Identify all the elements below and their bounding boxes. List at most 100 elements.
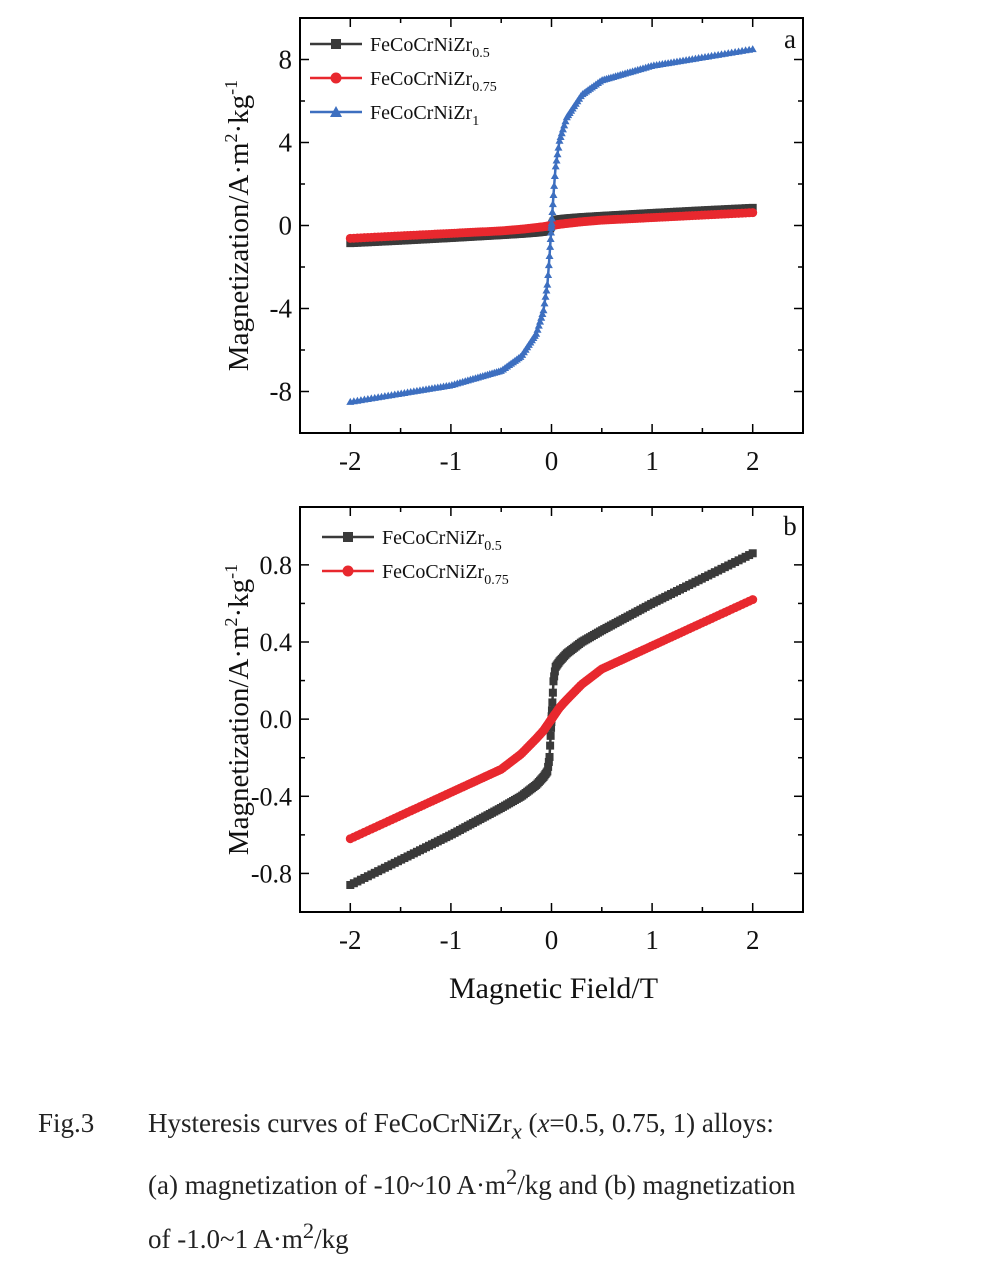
y-axis-label-sup: -1 [221, 564, 241, 579]
caption-line3-rest: /kg [314, 1224, 349, 1255]
data-point [552, 156, 561, 164]
legend-label-sub: 0.5 [484, 539, 502, 554]
legend-marker [330, 106, 342, 117]
y-tick-label: 0.0 [260, 705, 293, 734]
x-tick-label: -2 [339, 446, 362, 476]
data-point [547, 214, 556, 222]
caption-line2-rest: /kg and (b) magnetization [517, 1170, 796, 1201]
legend-marker [331, 39, 341, 49]
data-point [538, 309, 547, 317]
data-point [537, 313, 546, 321]
data-point [550, 181, 559, 189]
figure: -2 -1 0 1 2840-4-8Magnetization/A·m2·kg-1aFe… [221, 17, 804, 1005]
y-axis-label: Magnetization/A·m2·kg-1 [221, 564, 255, 855]
x-tick-label: 1 [645, 446, 659, 476]
caption-line1-rest: =0.5, 0.75, 1) alloys: [549, 1108, 774, 1138]
caption-line1-subscript: x [511, 1118, 522, 1144]
x-tick-label: 0 [545, 446, 559, 476]
data-point [546, 242, 555, 250]
data-point [539, 306, 548, 314]
data-point [546, 741, 555, 750]
y-axis-label-text: Magnetization/A·m [223, 626, 255, 855]
data-point [541, 292, 550, 300]
data-point [548, 698, 557, 707]
y-tick-label: -0.8 [251, 859, 292, 888]
data-point [748, 203, 757, 212]
y-axis-label-text: ·kg [223, 95, 255, 134]
legend-label-base: FeCoCrNiZr [370, 68, 473, 90]
legend-marker [342, 565, 354, 577]
data-point [748, 549, 757, 558]
data-point [546, 234, 555, 242]
data-point [550, 667, 559, 676]
data-point [540, 299, 549, 307]
y-axis-label-sup: 2 [221, 133, 241, 142]
data-point [533, 325, 542, 333]
legend-marker [330, 72, 342, 84]
y-tick-label: -0.4 [251, 782, 292, 811]
y-tick-label: 4 [279, 128, 293, 158]
y-axis-label-text: Magnetization/A·m [223, 142, 255, 371]
x-tick-label: -1 [440, 925, 463, 955]
y-axis-label: Magnetization/A·m2·kg-1 [221, 80, 255, 371]
caption-line1-var: x [537, 1108, 550, 1138]
data-point [550, 672, 559, 681]
caption-line2-text: (a) magnetization of -10~10 A·m [148, 1170, 507, 1201]
legend-label-sub: 0.75 [472, 80, 497, 95]
legend-label-base: FeCoCrNiZr [382, 527, 485, 549]
data-point [545, 252, 554, 260]
data-point [557, 129, 566, 137]
panel-label: a [784, 24, 796, 54]
series-0.75 [345, 595, 758, 844]
x-tick-label: 2 [746, 925, 760, 955]
data-point [548, 688, 557, 697]
data-point [748, 208, 758, 218]
data-point [542, 286, 551, 294]
x-tick-label: -2 [339, 925, 362, 955]
data-point [550, 172, 559, 180]
data-point [544, 270, 553, 278]
x-tick-label: 0 [545, 925, 559, 955]
legend-label: FeCoCrNiZr0.75 [382, 561, 509, 588]
data-point [544, 762, 553, 771]
data-point [553, 150, 562, 158]
y-axis-label-text: ·kg [223, 579, 255, 618]
y-tick-label: -8 [270, 377, 293, 407]
data-point [544, 757, 553, 766]
y-tick-label: 8 [279, 45, 293, 75]
data-point [548, 200, 557, 208]
data-point [543, 767, 552, 776]
data-point [560, 121, 569, 129]
y-tick-label: 0.8 [260, 551, 293, 580]
y-axis-label-sup: -1 [221, 80, 241, 95]
chart-panel-b: -2 -1 0 1 2 0.8 0.4 0.0 -0.4 -0.8 Magnetization/A·… [221, 506, 804, 1005]
data-point [548, 208, 557, 216]
data-point [547, 723, 556, 732]
data-point [558, 125, 567, 133]
data-point [534, 321, 543, 329]
legend-label: FeCoCrNiZr0.5 [370, 34, 490, 61]
y-tick-label: 0.4 [260, 628, 293, 657]
legend-label-sub: 1 [472, 114, 479, 129]
panel-label: b [783, 511, 797, 541]
legend-label-base: FeCoCrNiZr [370, 102, 473, 124]
legend-label-base: FeCoCrNiZr [370, 34, 473, 56]
caption-line2-sup: 2 [506, 1164, 518, 1190]
data-point [555, 136, 564, 144]
legend-label: FeCoCrNiZr0.5 [382, 527, 502, 554]
data-point [551, 162, 560, 170]
data-point [549, 190, 558, 198]
x-tick-label: 2 [746, 446, 760, 476]
caption-number: Fig.3 [38, 1108, 95, 1138]
legend-label: FeCoCrNiZr1 [370, 102, 479, 129]
data-point [547, 219, 556, 227]
data-point [543, 280, 552, 288]
y-axis-label-sup: 2 [221, 617, 241, 626]
data-point [561, 117, 570, 125]
series-1 [346, 45, 757, 405]
data-point [545, 752, 554, 761]
chart-panel-a: -2 -1 0 1 2840-4-8Magnetization/A·m2·kg-1aFe… [221, 17, 804, 476]
caption-line1-paren: ( [521, 1108, 538, 1138]
data-point [554, 143, 563, 151]
legend-label-base: FeCoCrNiZr [382, 561, 485, 583]
